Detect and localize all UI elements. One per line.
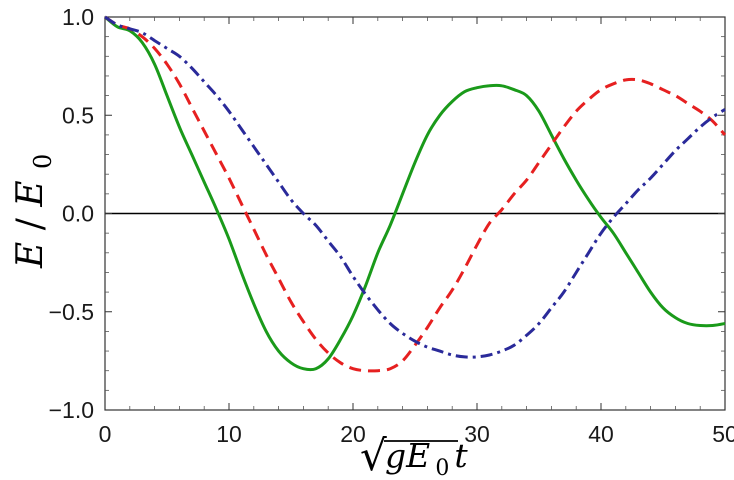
x-axis-title-subscript: 0 xyxy=(435,456,449,480)
x-tick-label: 0 xyxy=(99,421,112,447)
y-tick-label: −0.5 xyxy=(49,299,94,325)
x-tick-label: 40 xyxy=(588,421,614,447)
y-axis-title-subscript: 0 xyxy=(29,154,57,169)
y-axis-title-numerator: E xyxy=(10,242,51,269)
x-axis-title: √ gE 0 t xyxy=(360,431,468,480)
series-group xyxy=(104,15,727,373)
series-line-dashdot xyxy=(104,15,726,359)
y-axis-title-slash: / xyxy=(10,217,51,230)
x-tick-label: 20 xyxy=(340,421,366,447)
y-tick-label: −1.0 xyxy=(49,397,94,423)
series-line-dashed xyxy=(104,15,727,373)
x-tick-label: 30 xyxy=(464,421,490,447)
x-tick-label: 10 xyxy=(216,421,242,447)
y-tick-label: 0.5 xyxy=(62,102,94,128)
x-axis-title-radical: √ xyxy=(360,431,387,480)
x-axis-title-suffix: t xyxy=(454,436,468,475)
x-tick-label: 50 xyxy=(712,421,734,447)
y-axis-title-base: E xyxy=(10,180,51,207)
tick-labels: 0 10 20 30 40 50 1.0 0.5 0.0 −0.5 −1.0 xyxy=(49,4,734,447)
y-tick-label: 0.0 xyxy=(62,201,94,227)
x-axis-title-radicand: gE xyxy=(385,436,430,475)
axis-ticks xyxy=(104,16,726,411)
y-tick-label: 1.0 xyxy=(62,4,94,30)
y-axis-title: E / E 0 xyxy=(10,154,57,269)
series-line-solid xyxy=(104,15,726,372)
